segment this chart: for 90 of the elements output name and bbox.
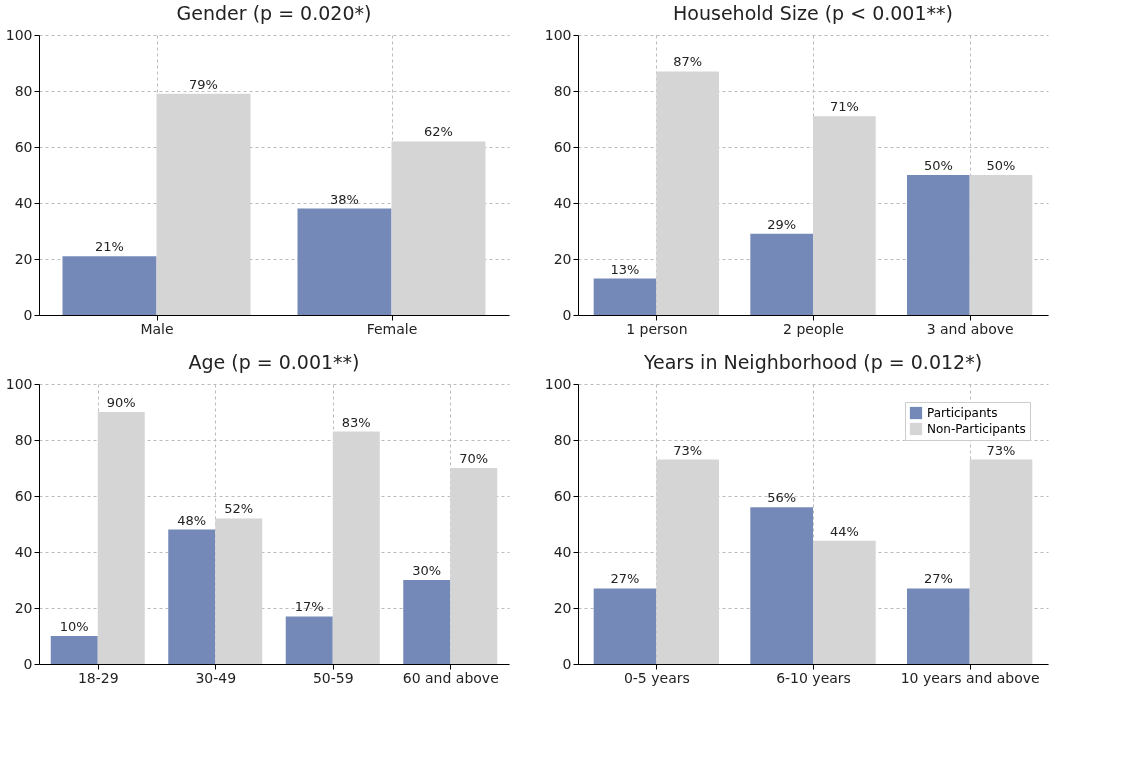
legend-label: Non-Participants [927,422,1026,436]
y-tick-label: 60 [14,138,33,155]
data-label: 71% [829,99,859,115]
x-tick-label: 18-29 [77,669,119,686]
bar [215,518,263,664]
data-label: 56% [767,490,797,506]
x-tick-label: 30-49 [195,669,237,686]
data-label: 44% [829,523,859,539]
bar [50,636,98,664]
bar [156,93,251,315]
y-tick-label: 60 [553,138,572,155]
y-tick-label: 40 [553,194,572,211]
y-tick-label: 20 [553,599,572,616]
y-tick-label: 40 [14,194,33,211]
chart-title: Gender (p = 0.020*) [176,2,372,24]
data-label: 27% [610,571,640,587]
data-label: 73% [673,442,703,458]
x-tick-label: 50-59 [312,669,354,686]
data-label: 73% [986,442,1016,458]
data-label: 62% [424,124,453,140]
y-tick-label: 100 [5,26,33,43]
x-tick-label: 3 and above [926,320,1014,337]
y-tick-label: 40 [553,543,572,560]
bar [332,431,380,664]
data-label: 70% [459,451,489,466]
x-tick-label: Male [140,320,174,337]
y-tick-label: 0 [562,655,572,672]
chart-title: Years in Neighborhood (p = 0.012*) [642,351,983,373]
data-label: 50% [923,158,953,173]
bar [593,588,657,664]
bar [750,507,813,664]
bar [168,529,216,664]
y-tick-label: 80 [14,82,33,99]
x-tick-label: 1 person [626,320,688,337]
y-tick-label: 100 [5,375,33,392]
data-label: 52% [224,501,254,517]
data-label: 17% [294,599,324,615]
data-label: 29% [767,216,797,232]
y-tick-label: 80 [553,82,572,99]
bar [813,540,876,664]
chart-title: Household Size (p < 0.001**) [673,2,953,24]
bar [750,233,813,315]
data-label: 50% [986,158,1016,173]
data-label: 10% [59,619,89,634]
data-label: 27% [923,571,953,587]
y-tick-label: 100 [544,26,572,43]
x-tick-label: 60 and above [402,669,499,686]
data-label: 21% [95,239,124,255]
bar [593,278,657,315]
y-tick-label: 40 [14,543,33,560]
y-tick-label: 0 [23,306,33,323]
bar [813,116,876,315]
x-tick-label: 2 people [783,320,844,337]
y-tick-label: 20 [553,250,572,267]
data-label: 30% [412,563,442,578]
bar [450,468,498,664]
x-tick-label: 0-5 years [623,669,690,686]
data-label: 13% [610,261,640,277]
y-tick-label: 60 [553,487,572,504]
bar [656,459,719,664]
data-label: 83% [341,414,371,430]
bar [62,256,157,315]
bar [969,459,1033,664]
data-label: 48% [177,512,207,528]
y-tick-label: 60 [14,487,33,504]
y-tick-label: 80 [14,431,33,448]
bar [97,412,145,664]
data-label: 38% [330,191,359,207]
bar [907,588,970,664]
x-tick-label: 10 years and above [900,669,1040,686]
x-tick-label: Female [366,320,418,337]
y-tick-label: 0 [23,655,33,672]
bar [969,175,1033,315]
bar [656,71,719,315]
y-tick-label: 20 [14,250,33,267]
y-tick-label: 0 [562,306,572,323]
bar [285,616,333,664]
data-label: 79% [189,76,218,92]
legend-label: Participants [927,406,998,420]
data-label: 87% [673,54,703,70]
bar [391,141,486,315]
y-tick-label: 20 [14,599,33,616]
x-tick-label: 6-10 years [776,669,851,686]
y-tick-label: 100 [544,375,572,392]
y-tick-label: 80 [553,431,572,448]
data-label: 90% [106,395,136,410]
bar [403,580,451,664]
bar [907,175,970,315]
bar [297,208,392,315]
chart-title: Age (p = 0.001**) [188,351,360,373]
